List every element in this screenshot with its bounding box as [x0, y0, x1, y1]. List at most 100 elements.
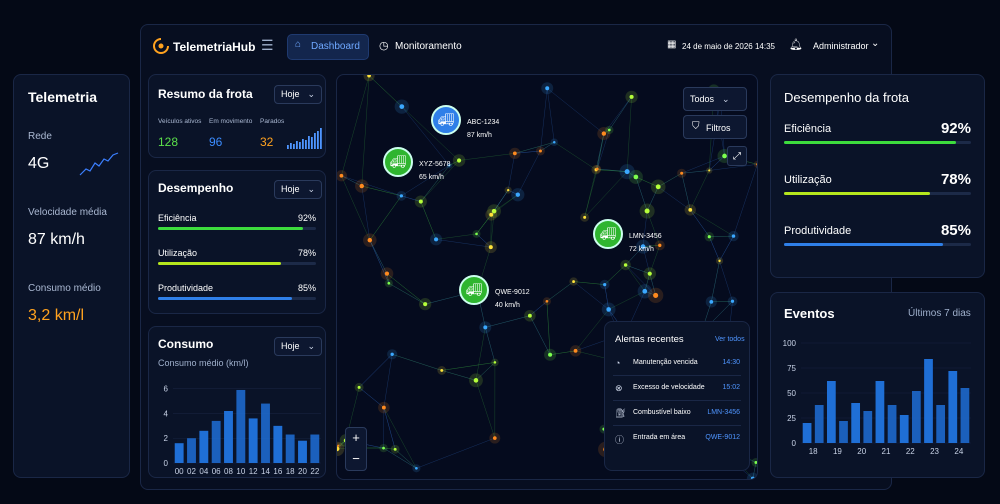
plate: ABC-1234 — [467, 119, 500, 126]
glow — [746, 472, 757, 479]
card-title: Eventos — [784, 306, 835, 321]
expand-button[interactable]: ⤢ — [727, 146, 747, 166]
alert-icon: ⛽︎ — [615, 408, 627, 418]
mini-bar — [320, 128, 322, 149]
network-link — [604, 264, 626, 285]
zoom-in[interactable]: + — [352, 430, 360, 445]
metric-name: Utilização — [784, 174, 832, 186]
vehicle-pin[interactable]: 🚚︎ — [431, 105, 461, 135]
menu-icon[interactable]: ☰ — [261, 37, 274, 53]
node — [633, 174, 639, 180]
vehicle-pin[interactable]: 🚚︎ — [383, 147, 413, 177]
network-link — [719, 260, 733, 302]
filter-select[interactable]: Hoje — [274, 337, 323, 356]
network-link — [420, 160, 460, 202]
network-link — [597, 133, 605, 169]
vehicle-filter[interactable]: Todos — [683, 87, 747, 111]
filter-icon: ⛉ — [692, 121, 700, 132]
node — [644, 208, 650, 214]
bar — [273, 425, 283, 463]
filters-button[interactable]: ⛉ Filtros — [683, 115, 747, 139]
y-tick-label: 4 — [164, 409, 169, 418]
progress-track — [784, 192, 971, 195]
node — [754, 460, 757, 464]
vehicle-pin[interactable]: 🚚︎ — [459, 275, 489, 305]
filter-select[interactable]: Hoje — [274, 180, 323, 199]
see-all-link[interactable]: Ver todos — [715, 336, 745, 343]
node — [722, 153, 727, 159]
node — [688, 207, 693, 212]
stat-label: Rede — [28, 131, 52, 142]
node — [357, 385, 361, 389]
vehicle-pin[interactable]: 🚚︎ — [593, 219, 623, 249]
metric-value: 78% — [297, 248, 316, 258]
network-link — [649, 273, 656, 296]
bar — [911, 391, 921, 443]
y-tick-label: 50 — [787, 389, 796, 398]
glow — [751, 457, 757, 467]
network-link — [573, 281, 605, 285]
node — [399, 194, 404, 198]
network-link — [626, 96, 632, 172]
chevron: ⌄ — [871, 38, 880, 49]
network-link — [550, 350, 576, 355]
x-tick-label: 10 — [236, 467, 245, 476]
x-tick-label: 12 — [249, 467, 258, 476]
node — [387, 281, 391, 285]
x-tick-label: 08 — [224, 467, 233, 476]
map[interactable]: Todos ⛉ Filtros ⤢ + − Alertas recentes V… — [336, 74, 758, 480]
network-link — [608, 291, 645, 310]
network-link — [635, 176, 648, 212]
network-link — [719, 235, 734, 261]
divider — [613, 375, 741, 376]
network-link — [709, 164, 757, 171]
bell-icon[interactable]: 🔔︎ — [789, 39, 803, 51]
node — [488, 245, 493, 250]
network-link — [546, 281, 574, 302]
zoom-out[interactable]: − — [352, 451, 360, 466]
alert-icon: ◔ — [615, 358, 621, 368]
mini-bars — [287, 128, 322, 149]
user-menu[interactable]: Administrador — [813, 41, 869, 51]
network-link — [603, 96, 632, 134]
stat-value: 96 — [209, 135, 223, 149]
progress-bar — [158, 227, 304, 230]
node — [337, 444, 340, 447]
node — [367, 237, 373, 243]
alert-text: Combustível baixo — [633, 409, 691, 416]
network-link — [711, 260, 720, 302]
network-link — [401, 106, 460, 161]
x-tick-label: 21 — [882, 447, 891, 456]
node — [601, 131, 607, 136]
network-link — [441, 362, 495, 371]
node — [596, 167, 599, 171]
network-link — [383, 447, 417, 469]
node — [606, 307, 611, 312]
node — [382, 446, 385, 450]
network-link — [529, 301, 548, 316]
nav-icon: ◷ — [379, 40, 389, 52]
node — [642, 288, 648, 294]
node — [381, 405, 386, 410]
metric-name: Produtividade — [158, 283, 214, 293]
nav-item[interactable]: Monitoramento — [395, 41, 462, 52]
network-link — [358, 387, 384, 408]
bar — [224, 411, 233, 463]
metric-name: Eficiência — [158, 213, 197, 223]
stat-value: 3,2 km/l — [28, 307, 85, 324]
network-link — [546, 301, 551, 355]
network-link — [733, 164, 757, 237]
network-link — [386, 273, 426, 305]
filter-select[interactable]: Hoje — [274, 85, 323, 104]
alert-text: Entrada em área — [633, 434, 686, 441]
x-tick-label: 18 — [809, 447, 818, 456]
node — [423, 302, 428, 307]
plate: LMN-3456 — [629, 233, 662, 240]
divider — [613, 400, 741, 401]
network-link — [369, 240, 390, 284]
nav-active-bg[interactable] — [287, 34, 369, 60]
nav-item[interactable]: Dashboard — [311, 41, 360, 52]
progress-track — [158, 297, 316, 300]
